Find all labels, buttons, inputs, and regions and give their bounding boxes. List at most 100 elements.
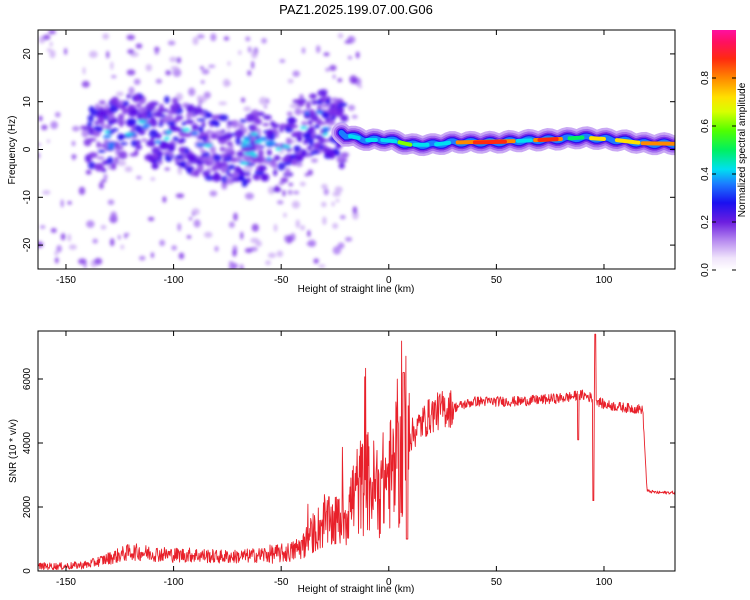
noise-blob (170, 65, 180, 71)
noise-blob (267, 252, 276, 259)
noise-blob (46, 48, 52, 52)
noise-blob (50, 121, 59, 130)
noise-blob (177, 166, 183, 175)
signal-blob (171, 97, 179, 105)
noise-blob (223, 36, 230, 41)
signal-blob (321, 138, 331, 143)
signal-peak (242, 136, 252, 140)
x-tick-label: -50 (274, 577, 289, 588)
signal-blob (134, 93, 140, 103)
noise-blob (214, 246, 219, 252)
signal-blob (145, 102, 156, 111)
noise-blob (295, 162, 303, 167)
signal-blob (210, 133, 218, 140)
signal-blob (198, 126, 204, 133)
noise-blob (176, 57, 182, 64)
signal-blob (199, 149, 206, 154)
signal-blob (186, 166, 192, 175)
noise-blob (247, 70, 252, 76)
signal-peak (281, 144, 291, 149)
signal-blob (173, 118, 181, 122)
noise-blob (175, 193, 185, 199)
noise-blob (133, 78, 141, 85)
noise-blob (334, 186, 343, 194)
noise-blob (38, 115, 43, 122)
signal-peak (304, 111, 310, 115)
signal-blob (123, 100, 130, 106)
noise-blob (48, 30, 56, 35)
y-tick-label: 2000 (22, 495, 33, 518)
noise-blob (193, 219, 201, 228)
noise-blob (110, 75, 117, 79)
signal-blob (217, 163, 228, 167)
noise-blob (310, 158, 318, 163)
signal-peak (250, 132, 259, 136)
signal-blob (118, 150, 128, 160)
noise-blob (292, 70, 300, 77)
noise-blob (210, 33, 217, 42)
noise-blob (42, 34, 51, 40)
signal-blob (266, 149, 272, 156)
noise-blob (159, 239, 166, 247)
noise-blob (54, 250, 59, 256)
noise-blob (282, 189, 286, 197)
signal-blob (291, 159, 298, 166)
noise-blob (150, 177, 156, 181)
snr-panel: -150 -100 -50 0 50 100 0 2000 4000 6000 Height o… (8, 330, 676, 595)
noise-blob (279, 59, 286, 63)
noise-blob (98, 181, 104, 190)
x-tick-label: 100 (596, 275, 613, 286)
signal-blob (303, 132, 312, 139)
signal-blob (205, 112, 213, 118)
signal-blob (158, 122, 164, 127)
signal-blob (274, 187, 280, 192)
signal-blob (337, 102, 348, 107)
signal-blob (204, 175, 215, 181)
signal-blob (314, 134, 322, 139)
noise-blob (300, 225, 306, 231)
colorbar-gradient (712, 30, 736, 270)
signal-blob (214, 171, 219, 181)
signal-blob (163, 95, 170, 104)
noise-blob (124, 166, 133, 173)
colorbar-tick-label: 0.2 (700, 215, 711, 229)
signal-blob (296, 134, 303, 142)
signal-peak (300, 125, 308, 130)
x-tick-label: 100 (596, 577, 613, 588)
signal-blob (308, 125, 315, 135)
noise-blob (177, 223, 182, 232)
noise-blob (67, 233, 72, 242)
signal-blob (152, 153, 160, 161)
signal-blob (311, 149, 320, 155)
noise-blob (307, 239, 317, 248)
signal-peak (266, 157, 272, 162)
signal-blob (87, 161, 96, 170)
signal-blob (239, 118, 247, 123)
noise-blob (344, 40, 351, 44)
signal-blob (302, 140, 308, 145)
signal-blob (285, 167, 291, 176)
noise-blob (273, 223, 278, 232)
x-tick-label: -150 (56, 577, 76, 588)
signal-blob (213, 154, 222, 162)
noise-blob (209, 190, 218, 197)
signal-blob (338, 162, 345, 169)
noise-blob (233, 212, 238, 222)
noise-blob (347, 104, 356, 111)
signal-blob (314, 142, 321, 150)
signal-blob (286, 111, 293, 117)
signal-blob (288, 124, 299, 129)
noise-blob (291, 200, 300, 209)
signal-blob (181, 121, 187, 126)
noise-blob (352, 206, 358, 214)
colorbar-label: Normalized spectral amplitude (737, 82, 748, 217)
noise-blob (102, 33, 110, 40)
noise-blob (199, 95, 207, 103)
spectrogram-x-label: Height of straight line (km) (298, 284, 415, 295)
noise-blob (352, 78, 358, 83)
ridge-hotspot (567, 135, 585, 141)
signal-blob (223, 147, 231, 154)
signal-blob (235, 136, 241, 146)
noise-blob (68, 244, 77, 250)
